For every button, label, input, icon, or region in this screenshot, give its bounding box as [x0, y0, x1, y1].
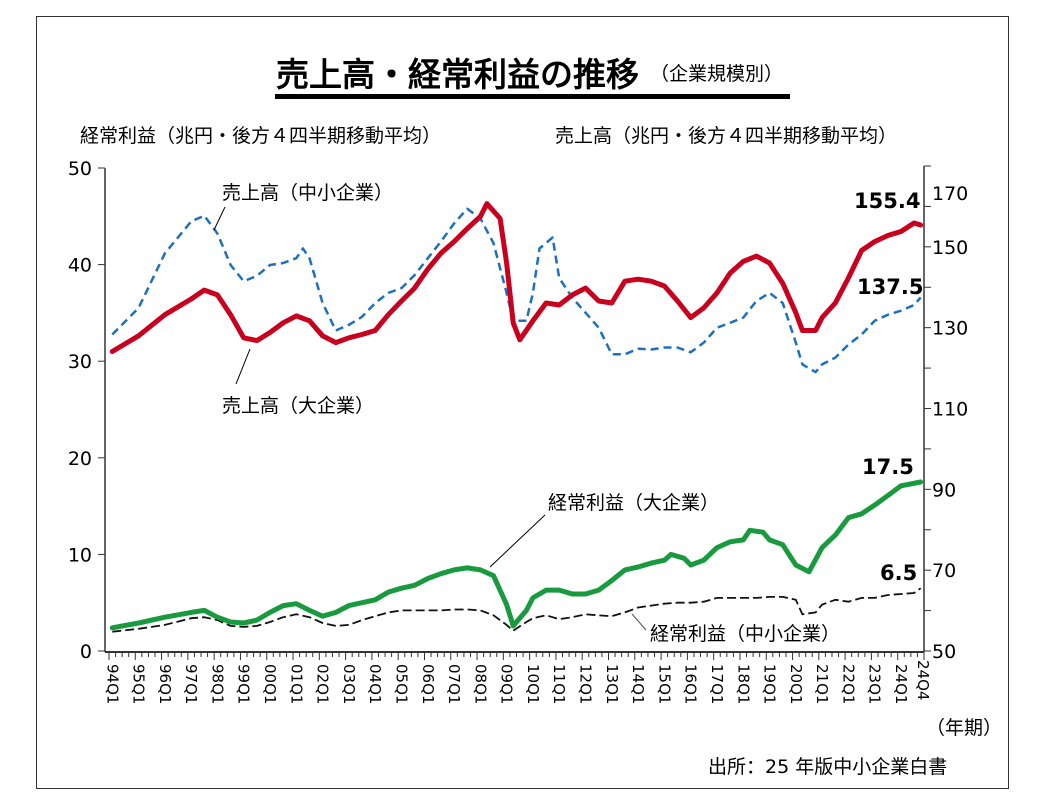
end-label-small-sales: 137.5	[857, 275, 923, 299]
right-axis-label: 売上高（兆円・後方４四半期移動平均）	[555, 125, 897, 147]
x-tick-label: 08Q1	[471, 664, 489, 704]
series-line-small-sales	[111, 207, 922, 374]
series-line-large-sales	[109, 201, 924, 354]
label-large-sales: 売上高（大企業）	[222, 395, 374, 417]
x-tick-label: 98Q1	[208, 664, 226, 704]
leader-small-profit	[631, 613, 647, 631]
left-tick-label: 10	[68, 544, 92, 566]
x-tick-label: 09Q1	[498, 664, 516, 704]
x-tick-label: 22Q1	[839, 664, 857, 704]
x-tick-label: 14Q1	[629, 664, 647, 704]
chart-subtitle: （企業規模別）	[650, 63, 783, 85]
x-tick-label: 01Q1	[287, 664, 305, 704]
end-label-large-profit: 17.5	[862, 455, 914, 479]
x-tick-label: 06Q1	[419, 664, 437, 704]
title-underline	[275, 94, 790, 99]
x-tick-label: 03Q1	[340, 664, 358, 704]
x-tick-label: 20Q1	[787, 664, 805, 704]
x-tick-label: 97Q1	[182, 664, 200, 704]
chart-frame	[36, 16, 1009, 789]
x-tick-label: 18Q1	[734, 664, 752, 704]
chart-title: 売上高・経常利益の推移	[276, 55, 639, 94]
x-tick-label: 19Q1	[761, 664, 779, 704]
x-tick-label: 24Q1	[892, 664, 910, 704]
label-small-profit: 経常利益（中小企業）	[650, 623, 840, 645]
x-tick-label: 04Q1	[366, 664, 384, 704]
x-tick-label: 99Q1	[235, 664, 253, 704]
x-tick-label: 23Q1	[866, 664, 884, 704]
right-tick-label: 110	[932, 399, 968, 421]
left-tick-label: 40	[68, 255, 92, 277]
x-tick-label: 13Q1	[603, 664, 621, 704]
x-tick-label: 02Q1	[314, 664, 332, 704]
x-tick-label: 07Q1	[445, 664, 463, 704]
leader-small-sales	[213, 206, 226, 231]
x-tick-label: 94Q1	[103, 664, 121, 704]
right-tick-label: 90	[932, 479, 956, 501]
left-axis-label: 経常利益（兆円・後方４四半期移動平均）	[80, 125, 441, 147]
x-tick-label: 05Q1	[392, 664, 410, 704]
leader-large-sales	[235, 348, 251, 385]
left-tick-label: 30	[68, 351, 92, 373]
series-line-small-profit	[112, 587, 922, 633]
x-tick-label: 10Q1	[524, 664, 542, 704]
left-tick-label: 0	[80, 641, 92, 663]
end-label-large-sales: 155.4	[854, 189, 920, 213]
left-tick-label: 50	[68, 158, 92, 180]
x-tick-label: 00Q1	[261, 664, 279, 704]
right-tick-label: 170	[932, 183, 968, 205]
left-tick-label: 20	[68, 448, 92, 470]
label-large-profit: 経常利益（大企業）	[548, 492, 719, 514]
x-tick-label: 11Q1	[550, 664, 568, 704]
x-tick-label: 15Q1	[655, 664, 673, 704]
x-tick-label: 17Q1	[708, 664, 726, 704]
x-tick-label: 96Q1	[156, 664, 174, 704]
x-tick-label: 16Q1	[682, 664, 700, 704]
x-axis-label: （年期）	[926, 717, 1002, 739]
x-tick-label: 21Q1	[813, 664, 831, 704]
right-tick-label: 50	[932, 641, 956, 663]
right-tick-label: 70	[932, 560, 956, 582]
series-line-large-profit	[109, 479, 924, 631]
leader-large-profit	[489, 514, 546, 568]
x-tick-label: 24Q4	[914, 660, 932, 700]
label-small-sales: 売上高（中小企業）	[222, 182, 393, 204]
x-tick-label: 95Q1	[130, 664, 148, 704]
source-note: 出所：25 年版中小企業白書	[708, 756, 947, 778]
x-tick-label: 12Q1	[577, 664, 595, 704]
right-tick-label: 150	[932, 237, 968, 259]
end-label-small-profit: 6.5	[880, 561, 917, 585]
right-tick-label: 130	[932, 318, 968, 340]
